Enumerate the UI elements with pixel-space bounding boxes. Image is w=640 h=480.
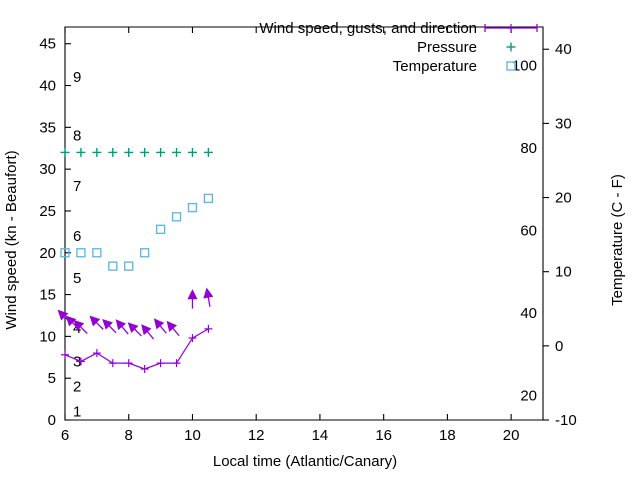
y-tick-label: 40: [39, 78, 56, 95]
x-tick-label: 12: [248, 427, 265, 444]
y-tick-label: 35: [39, 119, 56, 136]
square-marker: [171, 212, 182, 222]
arrow-head: [203, 287, 214, 299]
gust-direction-arrow: [166, 320, 180, 337]
x-tick-label: 8: [125, 427, 133, 444]
y-tick-label: 10: [39, 328, 56, 345]
x-tick-label: 14: [312, 427, 329, 444]
square-marker: [203, 193, 214, 204]
beaufort-label: 8: [73, 128, 81, 145]
x-axis-title: Local time (Atlantic/Canary): [213, 453, 397, 470]
chart-legend: Wind speed, gusts, and direction Pressure…: [259, 20, 538, 75]
beaufort-label: 2: [73, 379, 81, 396]
gust-direction-arrow: [115, 319, 129, 335]
y2-tick-label-celsius: 40: [555, 41, 572, 58]
y-tick-label: 25: [39, 203, 56, 220]
y-axis-title: Wind speed (kn - Beaufort): [3, 150, 20, 329]
series-pressure: [60, 147, 213, 157]
arrow-head: [73, 319, 85, 331]
arrow-head: [102, 318, 113, 330]
gust-direction-arrow: [127, 322, 142, 337]
square-marker: [187, 202, 198, 213]
square-marker: [124, 261, 134, 271]
gust-direction-arrow: [73, 319, 88, 335]
legend-label: Temperature: [393, 58, 477, 75]
arrow-head: [65, 315, 77, 327]
y2-tick-label-fahrenheit: 80: [520, 140, 537, 157]
y2-tick-label-celsius: 30: [555, 115, 572, 132]
arrow-head: [89, 315, 101, 327]
square-marker: [76, 248, 86, 258]
arrow-head: [115, 319, 127, 331]
square-marker: [506, 61, 516, 71]
y2-tick-label-celsius: 0: [555, 338, 563, 355]
legend-label: Wind speed, gusts, and direction: [259, 20, 477, 37]
arrow-head: [127, 322, 139, 334]
y2-axis-ticks-fahrenheit: 20 40 60 80 100: [512, 58, 537, 405]
beaufort-label: 7: [73, 178, 81, 195]
x-tick-label: 16: [375, 427, 392, 444]
square-marker: [155, 224, 166, 235]
y2-tick-label-fahrenheit: 100: [512, 58, 537, 75]
gust-direction-arrow: [89, 315, 104, 330]
y2-tick-label-celsius: 20: [555, 190, 572, 207]
beaufort-label: 6: [73, 228, 81, 245]
series-gusts-direction: [57, 287, 214, 340]
legend-label: Pressure: [417, 39, 477, 56]
square-marker: [60, 248, 70, 258]
x-tick-label: 18: [439, 427, 456, 444]
square-marker: [108, 261, 118, 271]
arrow-head: [153, 318, 165, 330]
y2-tick-label-celsius: -10: [555, 412, 577, 429]
square-marker: [140, 248, 150, 258]
y2-tick-label-fahrenheit: 20: [520, 387, 537, 404]
gust-direction-arrow: [203, 287, 214, 307]
y2-tick-label-celsius: 10: [555, 264, 572, 281]
beaufort-label: 5: [73, 270, 81, 287]
beaufort-label: 1: [73, 404, 81, 421]
y2-axis-title: Temperature (C - F): [609, 174, 626, 306]
arrow-head: [141, 324, 152, 336]
y2-tick-label-fahrenheit: 40: [520, 305, 537, 322]
arrow-head: [57, 309, 69, 321]
y2-tick-label-fahrenheit: 60: [520, 223, 537, 240]
y-tick-label: 20: [39, 245, 56, 262]
y-tick-label: 30: [39, 161, 56, 178]
y-tick-label: 5: [48, 370, 56, 387]
gust-direction-arrow: [153, 318, 167, 334]
y-tick-label: 45: [39, 36, 56, 53]
gust-direction-arrow: [141, 324, 155, 340]
beaufort-label: 9: [73, 69, 81, 86]
wind-speed-line: [64, 328, 209, 370]
x-axis-ticks: 6 8 10 12 14 16 18 20: [61, 27, 520, 444]
square-marker: [92, 248, 102, 258]
y2-axis-ticks-celsius: -10 0 10 20 30 40: [543, 41, 577, 429]
arrow-head: [187, 289, 198, 300]
arrow-head: [166, 320, 177, 332]
y-tick-label: 15: [39, 287, 56, 304]
x-tick-label: 10: [184, 427, 201, 444]
gust-direction-arrow: [187, 289, 198, 309]
series-temperature: [60, 193, 214, 271]
x-tick-label: 6: [61, 427, 69, 444]
y-axis-ticks: 0 5 10 15 20 25 30 35 40 45: [39, 36, 71, 429]
gust-direction-arrow: [102, 318, 117, 334]
series-wind-speed: [61, 324, 213, 373]
x-tick-label: 20: [503, 427, 520, 444]
y-tick-label: 0: [48, 412, 56, 429]
